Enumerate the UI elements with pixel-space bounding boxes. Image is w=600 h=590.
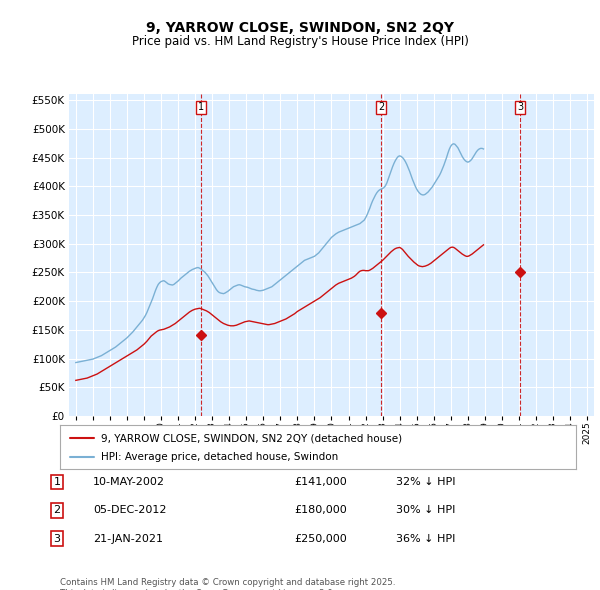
Text: 21-JAN-2021: 21-JAN-2021 [93,534,163,543]
Text: £250,000: £250,000 [294,534,347,543]
Text: £141,000: £141,000 [294,477,347,487]
Text: 2: 2 [53,506,61,515]
Text: 32% ↓ HPI: 32% ↓ HPI [396,477,455,487]
Text: 05-DEC-2012: 05-DEC-2012 [93,506,167,515]
Text: £180,000: £180,000 [294,506,347,515]
Text: 10-MAY-2002: 10-MAY-2002 [93,477,165,487]
Text: 1: 1 [198,103,205,113]
Text: 9, YARROW CLOSE, SWINDON, SN2 2QY: 9, YARROW CLOSE, SWINDON, SN2 2QY [146,21,454,35]
Text: 9, YARROW CLOSE, SWINDON, SN2 2QY (detached house): 9, YARROW CLOSE, SWINDON, SN2 2QY (detac… [101,433,403,443]
Text: 3: 3 [517,103,523,113]
Text: 30% ↓ HPI: 30% ↓ HPI [396,506,455,515]
Text: 36% ↓ HPI: 36% ↓ HPI [396,534,455,543]
Text: 1: 1 [53,477,61,487]
Text: HPI: Average price, detached house, Swindon: HPI: Average price, detached house, Swin… [101,452,338,461]
Text: 2: 2 [378,103,385,113]
Text: Price paid vs. HM Land Registry's House Price Index (HPI): Price paid vs. HM Land Registry's House … [131,35,469,48]
Text: Contains HM Land Registry data © Crown copyright and database right 2025.
This d: Contains HM Land Registry data © Crown c… [60,578,395,590]
Text: 3: 3 [53,534,61,543]
